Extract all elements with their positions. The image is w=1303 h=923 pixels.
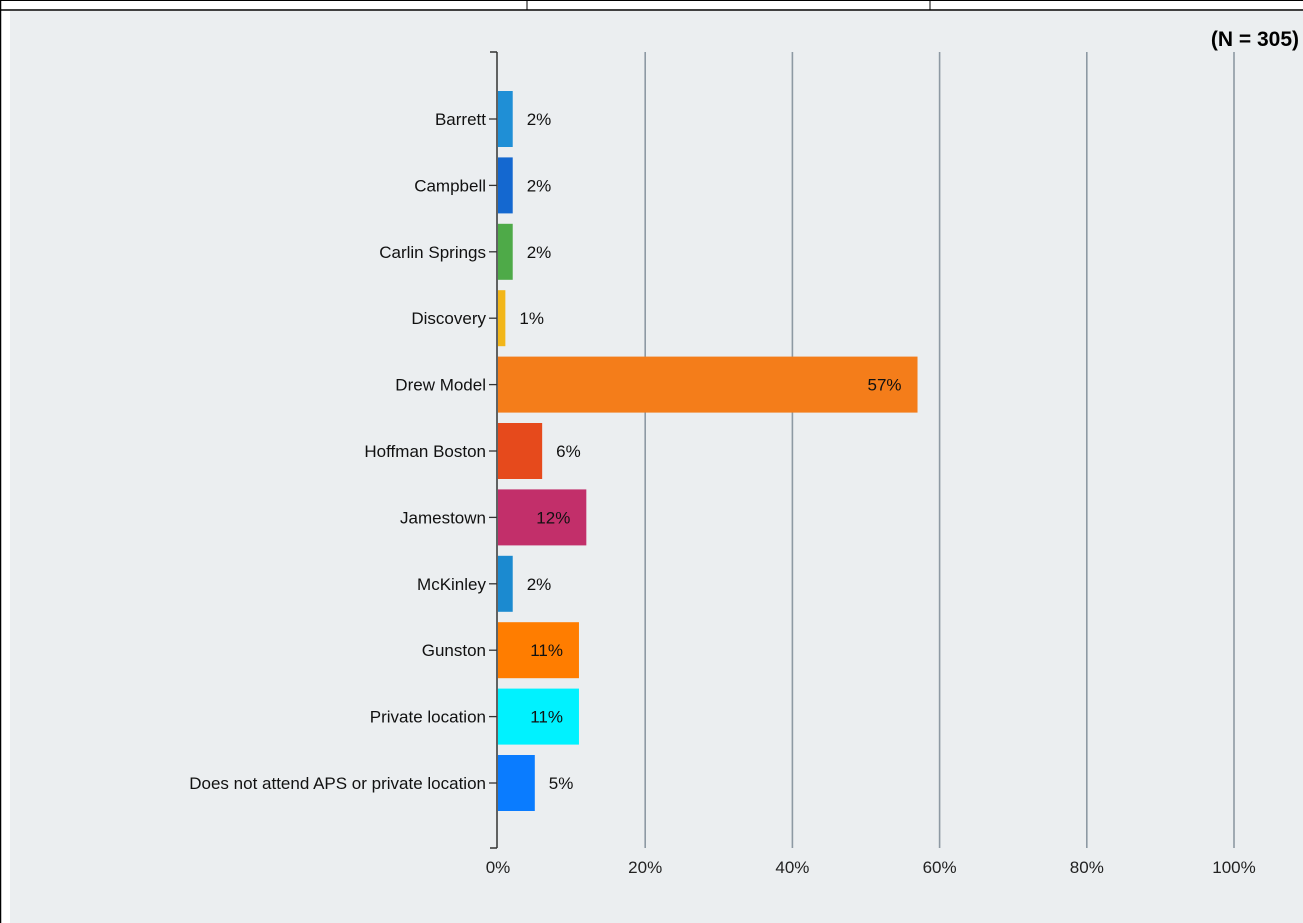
- data-label: 57%: [867, 376, 901, 395]
- category-label: Private location: [370, 708, 486, 727]
- data-label: 6%: [556, 442, 581, 461]
- data-label: 2%: [527, 110, 552, 129]
- bar: [498, 356, 918, 413]
- category-label: Drew Model: [395, 376, 486, 395]
- category-label: Barrett: [435, 110, 486, 129]
- bar: [498, 555, 513, 612]
- bar: [498, 91, 513, 147]
- data-label: 2%: [527, 575, 552, 594]
- category-label: Gunston: [422, 641, 486, 660]
- category-label: Campbell: [414, 176, 486, 195]
- bar: [498, 423, 543, 479]
- bar: [498, 688, 579, 745]
- sample-size-label: (N = 305): [1210, 28, 1299, 51]
- data-label: 12%: [536, 508, 570, 527]
- x-tick-label: 100%: [1212, 858, 1255, 877]
- category-label: Hoffman Boston: [364, 442, 486, 461]
- x-tick-label: 80%: [1070, 858, 1104, 877]
- bar: [498, 223, 513, 280]
- bar: [498, 622, 579, 679]
- data-label: 1%: [519, 309, 544, 328]
- category-label: Carlin Springs: [379, 243, 486, 262]
- x-tick-label: 60%: [923, 858, 957, 877]
- data-label: 2%: [527, 243, 552, 262]
- category-label: Jamestown: [400, 508, 486, 527]
- table-header-strip: [0, 0, 1303, 10]
- category-label: Discovery: [411, 309, 486, 328]
- data-label: 2%: [527, 176, 552, 195]
- bar: [498, 290, 506, 347]
- bar: [498, 157, 513, 214]
- data-label: 11%: [530, 708, 563, 727]
- x-tick-label: 0%: [486, 858, 511, 877]
- data-label: 11%: [530, 641, 563, 660]
- category-label: McKinley: [417, 575, 486, 594]
- bar: [498, 489, 587, 546]
- bar: [498, 755, 535, 811]
- x-tick-label: 40%: [775, 858, 809, 877]
- data-label: 5%: [549, 774, 574, 793]
- category-label: Does not attend APS or private location: [189, 774, 486, 793]
- x-tick-label: 20%: [628, 858, 662, 877]
